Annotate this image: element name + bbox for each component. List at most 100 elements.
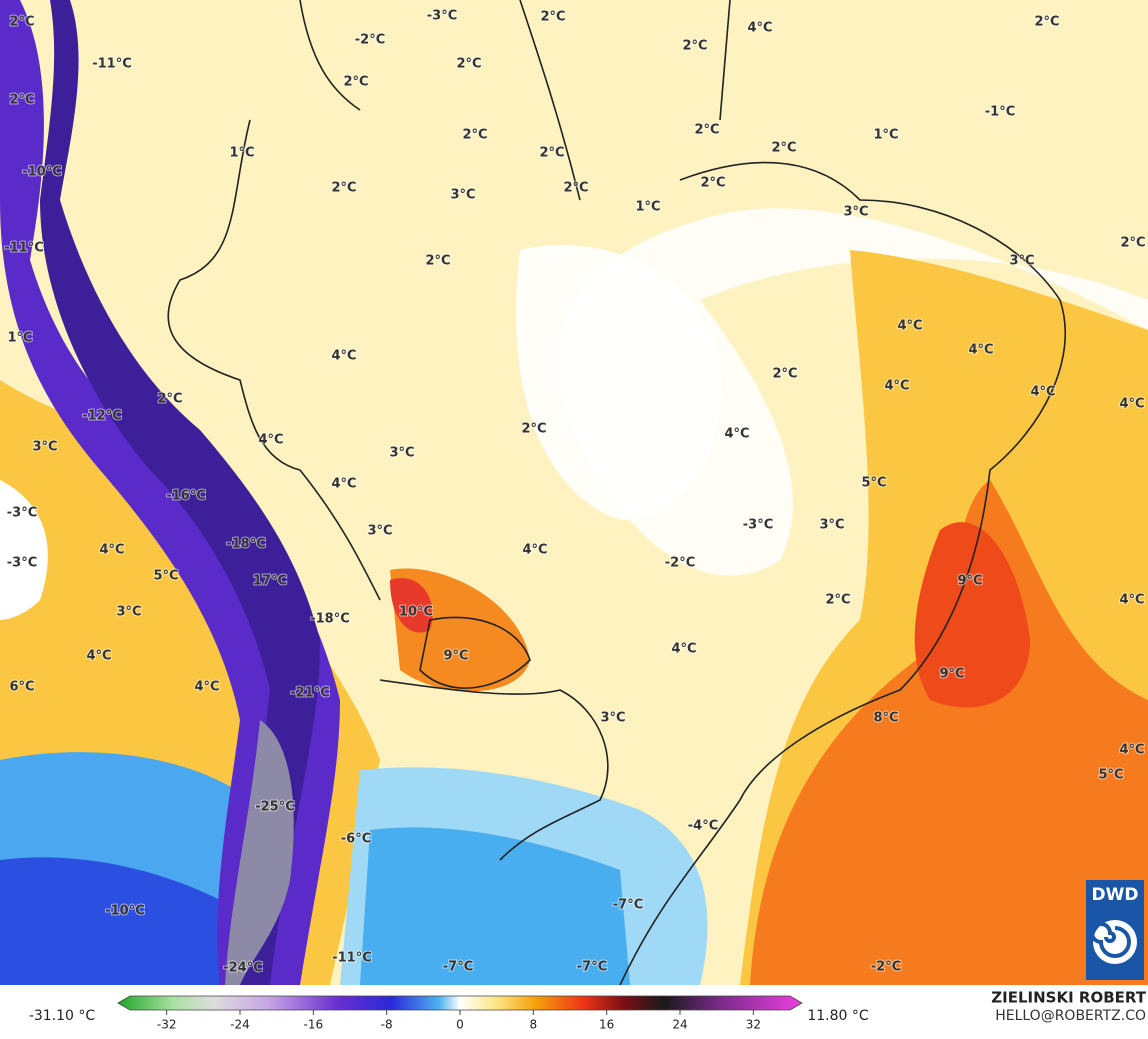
temperature-label: -11°C — [92, 57, 132, 72]
temperature-label: 17°C — [253, 574, 287, 589]
temperature-label: 4°C — [331, 349, 356, 364]
temperature-label: 4°C — [1030, 385, 1055, 400]
temperature-label: -11°C — [4, 241, 44, 256]
temperature-label: 3°C — [367, 524, 392, 539]
temperature-label: 4°C — [897, 319, 922, 334]
temperature-label: 2°C — [540, 10, 565, 25]
colorbar-tick-label: 0 — [456, 1018, 464, 1032]
temperature-label: -1°C — [985, 105, 1015, 120]
colorbar-tick-label: -24 — [230, 1018, 250, 1032]
temperature-label: 9°C — [957, 574, 982, 589]
temperature-label: 3°C — [116, 605, 141, 620]
temperature-label: -25°C — [255, 800, 295, 815]
temperature-label: -16°C — [166, 489, 206, 504]
temperature-label: -18°C — [226, 537, 266, 552]
temperature-label: 5°C — [153, 569, 178, 584]
temperature-label: 2°C — [563, 181, 588, 196]
temperature-label: -7°C — [443, 960, 473, 975]
temperature-label: 1°C — [873, 128, 898, 143]
temperature-label: -3°C — [7, 506, 37, 521]
temperature-label: 2°C — [700, 176, 725, 191]
temperature-label: 2°C — [343, 75, 368, 90]
temperature-label: 4°C — [331, 477, 356, 492]
temperature-label: 2°C — [9, 15, 34, 30]
temperature-label: 4°C — [99, 543, 124, 558]
temperature-label: 2°C — [9, 93, 34, 108]
temperature-label: -10°C — [105, 904, 145, 919]
temperature-label: 2°C — [456, 57, 481, 72]
colorbar-tick-label: 16 — [599, 1018, 614, 1032]
temperature-label: 2°C — [1034, 15, 1059, 30]
borders — [167, 0, 1066, 986]
credit-email: HELLO@ROBERTZ.CO — [995, 1008, 1146, 1024]
temperature-label: 1°C — [7, 331, 32, 346]
temperature-label: 2°C — [771, 141, 796, 156]
temperature-label: 3°C — [450, 188, 475, 203]
temperature-label: 2°C — [539, 146, 564, 161]
temperature-label: 4°C — [86, 649, 111, 664]
temperature-label: 4°C — [258, 433, 283, 448]
temperature-label: -2°C — [665, 556, 695, 571]
temperature-label: 5°C — [1098, 768, 1123, 783]
temperature-label: 4°C — [884, 379, 909, 394]
temperature-label: -3°C — [7, 556, 37, 571]
colorbar-tick-label: -32 — [157, 1018, 177, 1032]
temperature-label: 5°C — [861, 476, 886, 491]
temperature-label: -7°C — [577, 960, 607, 975]
temperature-label: 4°C — [1119, 593, 1144, 608]
colorbar-bar — [117, 995, 803, 1011]
temperature-label: 1°C — [229, 146, 254, 161]
temperature-label: -7°C — [613, 898, 643, 913]
temperature-label: 1°C — [635, 200, 660, 215]
colorbar-tick-label: -8 — [381, 1018, 393, 1032]
temperature-label: 9°C — [443, 649, 468, 664]
temperature-label: 4°C — [1119, 743, 1144, 758]
colorbar: -32 -24 -16 -8 0 8 16 24 32 — [117, 995, 803, 1032]
colorbar-max: 11.80 °C — [807, 1008, 869, 1024]
temperature-label: 4°C — [522, 543, 547, 558]
temperature-label: 3°C — [32, 440, 57, 455]
temperature-label: 3°C — [843, 205, 868, 220]
temperature-label: 2°C — [462, 128, 487, 143]
temperature-label: -10°C — [22, 165, 62, 180]
temperature-label: 2°C — [1120, 236, 1145, 251]
temperature-label: 4°C — [671, 642, 696, 657]
colorbar-tick-label: 32 — [746, 1018, 761, 1032]
temperature-label: -6°C — [341, 832, 371, 847]
temperature-label: -3°C — [743, 518, 773, 533]
temperature-label: 2°C — [425, 254, 450, 269]
temperature-label: 2°C — [772, 367, 797, 382]
temperature-label: 4°C — [194, 680, 219, 695]
temperature-label: 3°C — [819, 518, 844, 533]
credit-name: ZIELINSKI ROBERT — [991, 989, 1146, 1007]
temperature-label: 3°C — [600, 711, 625, 726]
temperature-label: -2°C — [355, 33, 385, 48]
temperature-label: 10°C — [399, 605, 433, 620]
temperature-label: 6°C — [9, 680, 34, 695]
temperature-label: 2°C — [682, 39, 707, 54]
colorbar-tick-label: -16 — [304, 1018, 324, 1032]
temperature-label: 4°C — [1119, 397, 1144, 412]
temperature-label: -18°C — [310, 612, 350, 627]
temperature-label: 8°C — [873, 711, 898, 726]
temperature-label: -21°C — [290, 686, 330, 701]
colorbar-tick-label: 8 — [530, 1018, 538, 1032]
colorbar-min: -31.10 °C — [29, 1008, 96, 1024]
temperature-label: -2°C — [871, 960, 901, 975]
temperature-label: 9°C — [939, 667, 964, 682]
temperature-label: 2°C — [521, 422, 546, 437]
temperature-label: -11°C — [332, 951, 372, 966]
temperature-label: 2°C — [331, 181, 356, 196]
temperature-label: 4°C — [968, 343, 993, 358]
dwd-logo: DWD — [1086, 880, 1144, 980]
temperature-label: 2°C — [694, 123, 719, 138]
temperature-label: 4°C — [747, 21, 772, 36]
temperature-label: -24°C — [223, 961, 263, 976]
temperature-label: -3°C — [427, 9, 457, 24]
temperature-label: -12°C — [82, 409, 122, 424]
temperature-label: 3°C — [1009, 254, 1034, 269]
temperature-label: 2°C — [157, 392, 182, 407]
temperature-label: 2°C — [825, 593, 850, 608]
